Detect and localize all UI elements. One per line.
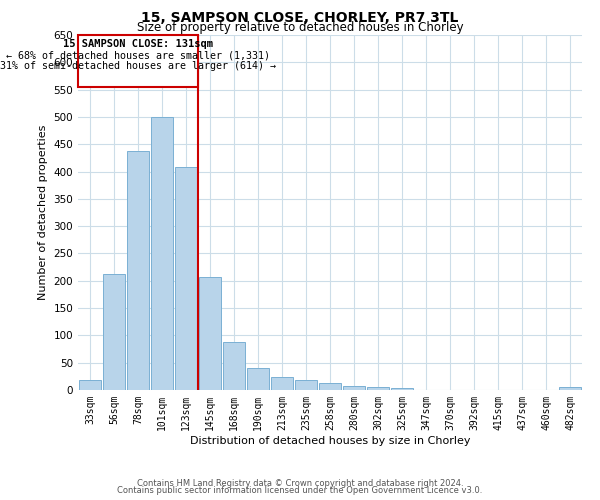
Bar bbox=[247, 368, 269, 390]
Bar bbox=[175, 167, 197, 390]
FancyBboxPatch shape bbox=[78, 35, 198, 87]
Bar bbox=[559, 388, 581, 390]
Bar bbox=[343, 386, 365, 390]
Bar bbox=[151, 117, 173, 390]
Bar bbox=[103, 274, 125, 390]
Bar bbox=[367, 388, 389, 390]
Bar bbox=[79, 380, 101, 390]
Text: Contains public sector information licensed under the Open Government Licence v3: Contains public sector information licen… bbox=[118, 486, 482, 495]
Bar bbox=[127, 152, 149, 390]
Bar bbox=[319, 383, 341, 390]
Bar bbox=[391, 388, 413, 390]
Text: Contains HM Land Registry data © Crown copyright and database right 2024.: Contains HM Land Registry data © Crown c… bbox=[137, 478, 463, 488]
Text: 31% of semi-detached houses are larger (614) →: 31% of semi-detached houses are larger (… bbox=[0, 60, 276, 70]
Bar bbox=[271, 378, 293, 390]
Text: 15 SAMPSON CLOSE: 131sqm: 15 SAMPSON CLOSE: 131sqm bbox=[63, 40, 213, 50]
Bar bbox=[199, 277, 221, 390]
X-axis label: Distribution of detached houses by size in Chorley: Distribution of detached houses by size … bbox=[190, 436, 470, 446]
Text: 15, SAMPSON CLOSE, CHORLEY, PR7 3TL: 15, SAMPSON CLOSE, CHORLEY, PR7 3TL bbox=[142, 11, 458, 25]
Y-axis label: Number of detached properties: Number of detached properties bbox=[38, 125, 48, 300]
Text: ← 68% of detached houses are smaller (1,331): ← 68% of detached houses are smaller (1,… bbox=[6, 50, 270, 60]
Bar bbox=[295, 380, 317, 390]
Text: Size of property relative to detached houses in Chorley: Size of property relative to detached ho… bbox=[137, 22, 463, 35]
Bar bbox=[223, 342, 245, 390]
